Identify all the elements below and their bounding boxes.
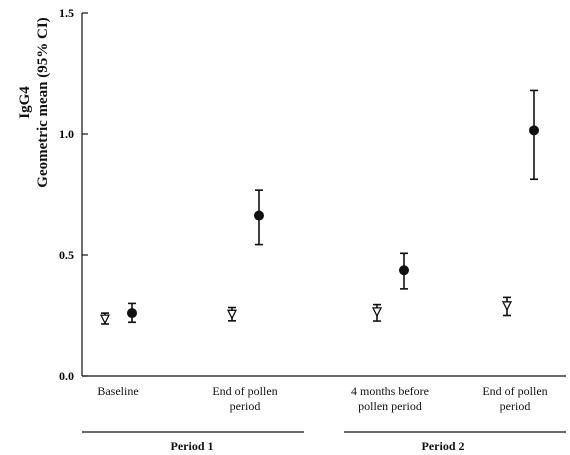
chart-marks bbox=[99, 89, 539, 325]
y-axis-label-line-1: IgG4 bbox=[17, 86, 33, 119]
y-tick-label: 0.5 bbox=[59, 248, 74, 262]
y-tick-label: 1.0 bbox=[59, 127, 74, 141]
axes: 0.0 0.5 1.0 1.5 bbox=[59, 6, 566, 433]
y-axis-label-line-2: Geometric mean (95% CI) bbox=[35, 17, 51, 188]
data-point-circle bbox=[127, 308, 137, 319]
group-label-period-2: Period 2 bbox=[421, 439, 465, 453]
data-point-circle bbox=[529, 125, 539, 136]
x-category-label-line: End of pollen bbox=[212, 384, 278, 398]
y-tick-label: 1.5 bbox=[59, 6, 74, 20]
data-point-circle bbox=[399, 265, 409, 276]
data-point-triangle bbox=[226, 309, 238, 320]
x-category-label-line: End of pollen bbox=[482, 384, 548, 398]
x-category-label-line: Baseline bbox=[97, 384, 139, 398]
x-category-label: Baseline bbox=[63, 384, 173, 399]
x-category-label-line: period bbox=[229, 399, 261, 413]
group-label-period-1: Period 1 bbox=[170, 439, 214, 453]
x-category-label-line: 4 months before bbox=[351, 384, 429, 398]
x-category-label: 4 months before pollen period bbox=[335, 384, 445, 414]
data-point-circle bbox=[254, 210, 264, 221]
y-tick-label: 0.0 bbox=[59, 369, 74, 383]
x-category-label: End of pollen period bbox=[460, 384, 570, 414]
x-category-label: End of pollen period bbox=[190, 384, 300, 414]
x-category-label-line: period bbox=[499, 399, 531, 413]
data-point-triangle bbox=[501, 301, 513, 312]
data-point-triangle bbox=[371, 307, 383, 318]
x-category-label-line: pollen period bbox=[358, 399, 422, 413]
y-axis-label: IgG4 Geometric mean (95% CI) bbox=[4, 0, 64, 330]
data-point-triangle bbox=[99, 314, 111, 325]
